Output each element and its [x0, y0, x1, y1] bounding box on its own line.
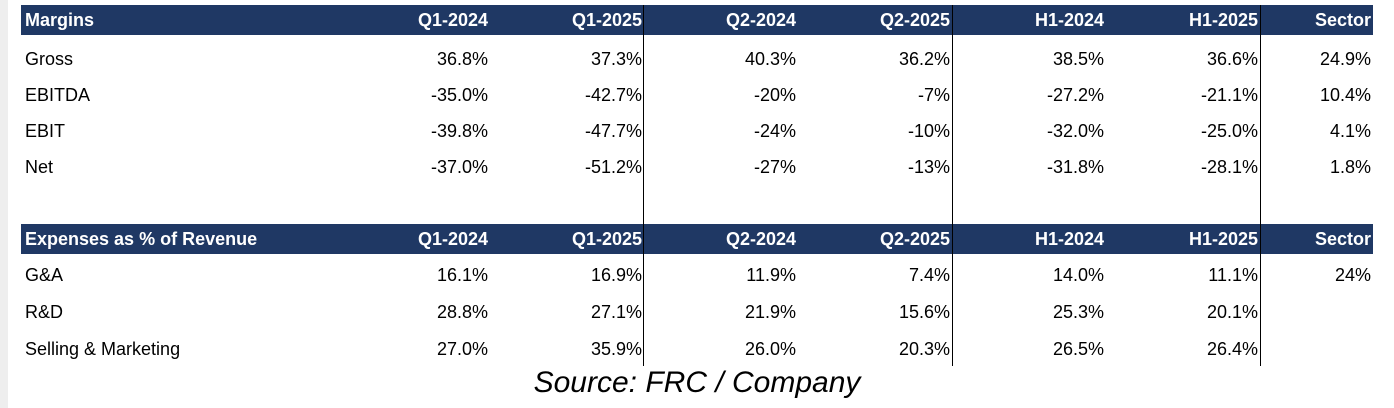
cell-sector: 24% [1334, 264, 1371, 285]
header-cell-h1-2024: H1-2024 [1034, 9, 1104, 30]
header-cell-h1-2025: H1-2025 [1188, 228, 1258, 249]
header-cell-h1-2024: H1-2024 [1034, 228, 1104, 249]
header-cell-sector: Sector [1314, 228, 1371, 249]
header-cell-label: Expenses as % of Revenue [25, 228, 258, 249]
cell-h1-2024: -27.2% [1046, 84, 1104, 105]
cell-q1-2025: 16.9% [590, 264, 642, 285]
cell-q1-2024: 16.1% [436, 264, 488, 285]
header-cell-q2-2024: Q2-2024 [725, 228, 796, 249]
header-cell-q1-2024: Q1-2024 [417, 228, 488, 249]
cell-sector: 1.8% [1329, 156, 1371, 177]
column-divider-q1-2025 [643, 5, 644, 366]
row-label: G&A [25, 264, 64, 285]
row-label: Net [25, 156, 54, 177]
cell-sector: 10.4% [1319, 84, 1371, 105]
cell-h1-2024: 25.3% [1052, 301, 1104, 322]
cell-q2-2025: 36.2% [898, 48, 950, 69]
column-divider-q2-2025 [952, 5, 953, 366]
cell-q1-2024: 27.0% [436, 338, 488, 359]
header-cell-label: Margins [25, 9, 95, 30]
table-row: R&D 28.8% 27.1% 21.9% 15.6% 25.3% 20.1% [21, 294, 1373, 330]
header-cell-q1-2024: Q1-2024 [417, 9, 488, 30]
row-label: Gross [25, 48, 74, 69]
header-cell-q2-2025: Q2-2025 [879, 9, 950, 30]
cell-q2-2024: 21.9% [744, 301, 796, 322]
table-row: Net -37.0% -51.2% -27% -13% -31.8% -28.1… [21, 149, 1373, 185]
cell-q1-2024: -39.8% [430, 120, 488, 141]
cell-q1-2024: 28.8% [436, 301, 488, 322]
cell-q2-2024: -27% [753, 156, 796, 177]
table-row: EBITDA -35.0% -42.7% -20% -7% -27.2% -21… [21, 77, 1373, 113]
header-cell-q1-2025: Q1-2025 [571, 9, 642, 30]
table-row: Gross 36.8% 37.3% 40.3% 36.2% 38.5% 36.6… [21, 41, 1373, 77]
cell-q2-2025: 15.6% [898, 301, 950, 322]
cell-q1-2024: -37.0% [430, 156, 488, 177]
header-cell-h1-2025: H1-2025 [1188, 9, 1258, 30]
cell-q1-2025: -51.2% [584, 156, 642, 177]
source-caption: Source: FRC / Company [533, 366, 861, 399]
header-cell-q1-2025: Q1-2025 [571, 228, 642, 249]
cell-q1-2025: -42.7% [584, 84, 642, 105]
cell-h1-2024: -32.0% [1046, 120, 1104, 141]
cell-sector: 24.9% [1319, 48, 1371, 69]
expenses-header-row: Expenses as % of Revenue Q1-2024 Q1-2025… [21, 224, 1373, 254]
cell-h1-2024: 38.5% [1052, 48, 1104, 69]
left-edge-strip [0, 0, 8, 408]
margins-header-row: Margins Q1-2024 Q1-2025 Q2-2024 Q2-2025 … [21, 5, 1373, 35]
header-cell-q2-2025: Q2-2025 [879, 228, 950, 249]
cell-q2-2024: -20% [753, 84, 796, 105]
column-divider-h1-2025 [1260, 5, 1261, 366]
cell-q2-2025: -7% [917, 84, 950, 105]
row-label: R&D [25, 301, 64, 322]
cell-q2-2024: 40.3% [744, 48, 796, 69]
cell-q2-2025: -13% [907, 156, 950, 177]
cell-sector: 4.1% [1329, 120, 1371, 141]
cell-h1-2024: 26.5% [1052, 338, 1104, 359]
cell-q1-2024: -35.0% [430, 84, 488, 105]
table-row: Selling & Marketing 27.0% 35.9% 26.0% 20… [21, 331, 1373, 367]
cell-h1-2024: 14.0% [1052, 264, 1104, 285]
cell-h1-2024: -31.8% [1046, 156, 1104, 177]
cell-h1-2025: 20.1% [1206, 301, 1258, 322]
header-cell-sector: Sector [1314, 9, 1371, 30]
cell-q2-2024: -24% [753, 120, 796, 141]
cell-h1-2025: -28.1% [1200, 156, 1258, 177]
cell-h1-2025: 36.6% [1206, 48, 1258, 69]
cell-q2-2025: 20.3% [898, 338, 950, 359]
header-cell-q2-2024: Q2-2024 [725, 9, 796, 30]
cell-q2-2025: 7.4% [908, 264, 950, 285]
cell-q1-2025: 37.3% [590, 48, 642, 69]
cell-q1-2025: 35.9% [590, 338, 642, 359]
row-label: EBITDA [25, 84, 91, 105]
row-label: EBIT [25, 120, 66, 141]
cell-q2-2024: 26.0% [744, 338, 796, 359]
cell-q1-2025: 27.1% [590, 301, 642, 322]
table-row: EBIT -39.8% -47.7% -24% -10% -32.0% -25.… [21, 113, 1373, 149]
cell-q1-2025: -47.7% [584, 120, 642, 141]
cell-q2-2024: 11.9% [746, 264, 796, 285]
cell-h1-2025: 26.4% [1206, 338, 1258, 359]
table-row: G&A 16.1% 16.9% 11.9% 7.4% 14.0% 11.1% 2… [21, 257, 1373, 293]
cell-q2-2025: -10% [907, 120, 950, 141]
cell-h1-2025: -21.1% [1200, 84, 1258, 105]
cell-h1-2025: 11.1% [1208, 264, 1258, 285]
cell-q1-2024: 36.8% [436, 48, 488, 69]
row-label: Selling & Marketing [25, 338, 181, 359]
cell-h1-2025: -25.0% [1200, 120, 1258, 141]
